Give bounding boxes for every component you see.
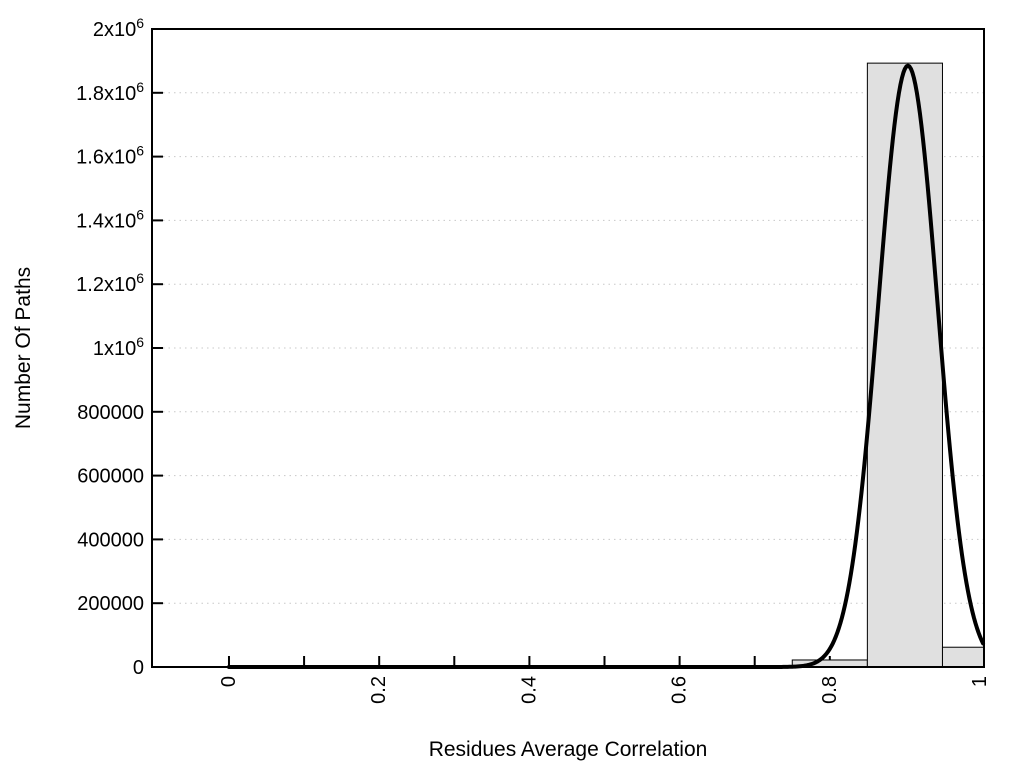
y-tick-label: 2x106 bbox=[93, 15, 144, 41]
histogram-bar bbox=[941, 646, 985, 668]
tick-layer bbox=[152, 28, 982, 668]
y-tick-label: 400000 bbox=[77, 529, 144, 551]
histogram-bar bbox=[866, 62, 943, 668]
x-tick-label: 1 bbox=[969, 676, 991, 687]
y-tick-label: 600000 bbox=[77, 466, 144, 488]
y-tick-label: 200000 bbox=[77, 593, 144, 615]
y-tick-label: 1.4x106 bbox=[76, 206, 144, 232]
y-tick-label: 800000 bbox=[77, 402, 144, 424]
y-tick-label: 1x106 bbox=[93, 334, 144, 360]
x-tick-label: 0.4 bbox=[518, 676, 540, 704]
grid-layer bbox=[152, 92, 984, 604]
tick-label-layer: 0 200000 400000 600000 800000 1x106 1.2x106 1.4… bbox=[76, 15, 991, 704]
x-tick-label: 0.2 bbox=[368, 676, 390, 704]
y-axis-title: Number Of Paths bbox=[12, 267, 35, 429]
x-tick-label: 0.8 bbox=[819, 676, 841, 704]
histogram-bars bbox=[791, 62, 985, 668]
y-tick-label: 1.8x106 bbox=[76, 79, 144, 105]
y-tick-label: 1.2x106 bbox=[76, 270, 144, 296]
x-tick-label: 0 bbox=[218, 676, 240, 687]
plot-border-layer bbox=[151, 28, 985, 668]
y-tick-label: 1.6x106 bbox=[76, 143, 144, 169]
x-tick-label: 0.6 bbox=[669, 676, 691, 704]
plot-border bbox=[151, 28, 985, 668]
y-tick-label: 0 bbox=[133, 657, 144, 679]
x-axis-title: Residues Average Correlation bbox=[429, 738, 708, 761]
